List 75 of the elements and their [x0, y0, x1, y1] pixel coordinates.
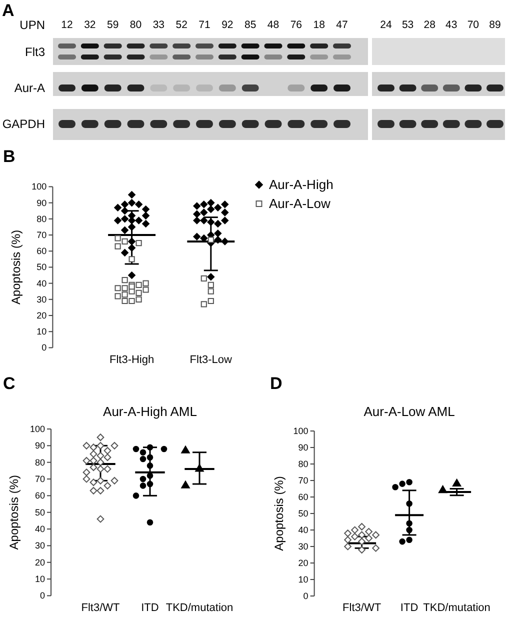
y-tick-label: 60	[34, 490, 45, 501]
category-label: 18	[313, 19, 326, 31]
y-tick-label: 0	[303, 591, 308, 601]
category-label: 47	[336, 19, 348, 31]
category-label: 92	[222, 19, 234, 31]
chart-title: Aur-A-High AML	[103, 404, 197, 419]
x-tick-label: Flt3-High	[109, 354, 154, 366]
y-tick-label: 80	[36, 214, 47, 224]
x-tick-label: TKD/mutation	[166, 602, 234, 614]
category-label: 80	[130, 19, 142, 31]
category-label: 76	[290, 19, 302, 31]
text: C	[3, 374, 16, 393]
y-tick-label: 20	[34, 557, 45, 568]
category-label: 71	[198, 19, 210, 31]
category-label: 59	[106, 19, 119, 31]
y-tick-label: 80	[298, 459, 308, 469]
y-tick-label: 100	[30, 424, 45, 434]
y-tick-label: 20	[298, 558, 308, 568]
y-tick-label: 40	[298, 525, 308, 535]
y-tick-label: 90	[36, 198, 47, 208]
legend-label: Aur-A-High	[269, 177, 334, 192]
category-label: 53	[402, 19, 414, 31]
text: Flt3	[24, 45, 46, 59]
y-tick-label: 60	[36, 246, 47, 256]
y-tick-label: 50	[34, 507, 45, 518]
y-tick-label: 10	[298, 574, 308, 584]
y-tick-label: 70	[298, 476, 308, 486]
y-tick-label: 50	[36, 262, 47, 272]
text: GAPDH	[2, 117, 45, 131]
category-label: 43	[446, 19, 458, 31]
category-label: 24	[380, 19, 392, 31]
y-tick-label: 30	[298, 542, 308, 552]
category-label: 32	[84, 19, 96, 31]
y-axis-title: Apoptosis (%)	[9, 230, 23, 305]
y-tick-label: 70	[36, 230, 47, 240]
text: Aur-A	[14, 81, 45, 95]
category-label: 85	[244, 19, 256, 31]
y-tick-label: 90	[298, 442, 308, 452]
x-tick-label: Flt3/WT	[81, 602, 120, 614]
text: B	[3, 147, 16, 166]
y-tick-label: 0	[40, 590, 45, 601]
category-label: 33	[152, 19, 165, 31]
y-tick-label: 10	[36, 326, 47, 337]
y-tick-label: 30	[36, 294, 47, 304]
y-axis-title: Apoptosis (%)	[7, 475, 21, 550]
legend-label: Aur-A-Low	[269, 196, 332, 212]
y-tick-label: 20	[36, 310, 47, 320]
text: D	[270, 374, 282, 393]
y-tick-label: 10	[34, 574, 45, 584]
y-tick-label: 40	[36, 278, 47, 288]
category-label: 89	[489, 19, 501, 31]
y-tick-label: 60	[298, 492, 308, 502]
category-label: 48	[267, 19, 280, 31]
y-tick-label: 100	[293, 426, 308, 436]
y-tick-label: 30	[34, 540, 45, 551]
x-tick-label: Flt3-Low	[190, 354, 232, 366]
y-tick-label: 70	[34, 474, 45, 484]
y-tick-label: 100	[32, 182, 47, 192]
chart-title: Aur-A-Low AML	[364, 404, 455, 419]
y-tick-label: 0	[42, 342, 47, 353]
text: A	[2, 1, 14, 20]
category-label: 12	[61, 19, 73, 31]
y-tick-label: 50	[298, 508, 308, 518]
x-tick-label: ITD	[400, 602, 418, 614]
category-label: 52	[176, 19, 188, 31]
y-tick-label: 40	[34, 524, 45, 534]
text: UPN	[20, 18, 45, 32]
x-tick-label: Flt3/WT	[342, 602, 382, 614]
x-tick-label: ITD	[141, 602, 159, 614]
y-axis-title: Apoptosis (%)	[272, 476, 286, 551]
y-tick-label: 80	[34, 457, 45, 468]
category-label: 28	[424, 19, 436, 31]
y-tick-label: 90	[34, 440, 45, 451]
x-tick-label: TKD/mutation	[423, 602, 490, 614]
category-label: 70	[467, 19, 480, 31]
